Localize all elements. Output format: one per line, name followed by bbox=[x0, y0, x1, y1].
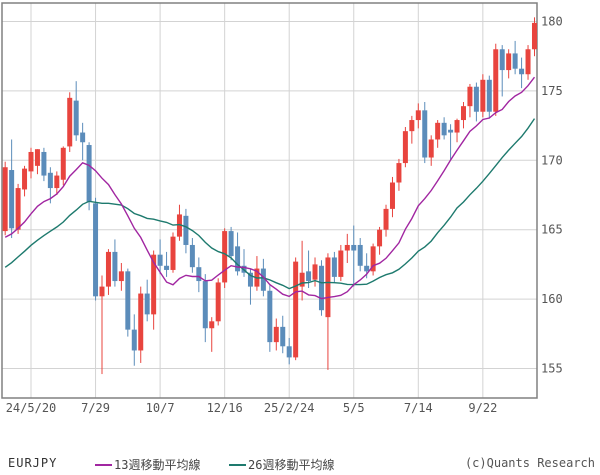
ma26-legend-label: 26週移動平均線 bbox=[248, 458, 335, 472]
svg-text:10/7: 10/7 bbox=[146, 401, 175, 415]
svg-text:7/29: 7/29 bbox=[81, 401, 110, 415]
svg-text:12/16: 12/16 bbox=[207, 401, 243, 415]
svg-text:9/22: 9/22 bbox=[468, 401, 497, 415]
ma26-line-swatch bbox=[229, 463, 246, 466]
svg-text:160: 160 bbox=[541, 292, 563, 306]
svg-text:180: 180 bbox=[541, 15, 563, 29]
legend-item-ma26: 26週移動平均線 bbox=[229, 456, 334, 473]
ma13-line-swatch bbox=[95, 463, 112, 466]
svg-text:24/5/20: 24/5/20 bbox=[6, 401, 57, 415]
chart-footer: EURJPY 13週移動平均線 26週移動平均線 (c)Quants Resea… bbox=[0, 455, 600, 473]
svg-text:175: 175 bbox=[541, 84, 563, 98]
svg-text:7/14: 7/14 bbox=[404, 401, 433, 415]
svg-text:5/5: 5/5 bbox=[343, 401, 365, 415]
copyright-label: (c)Quants Research bbox=[464, 456, 595, 470]
svg-text:170: 170 bbox=[541, 153, 563, 167]
ma13-legend-label: 13週移動平均線 bbox=[114, 458, 201, 472]
svg-text:165: 165 bbox=[541, 223, 563, 237]
legend-item-ma13: 13週移動平均線 bbox=[95, 456, 200, 473]
svg-text:25/2/24: 25/2/24 bbox=[264, 401, 315, 415]
instrument-label: EURJPY bbox=[8, 456, 58, 470]
svg-text:155: 155 bbox=[541, 362, 563, 376]
